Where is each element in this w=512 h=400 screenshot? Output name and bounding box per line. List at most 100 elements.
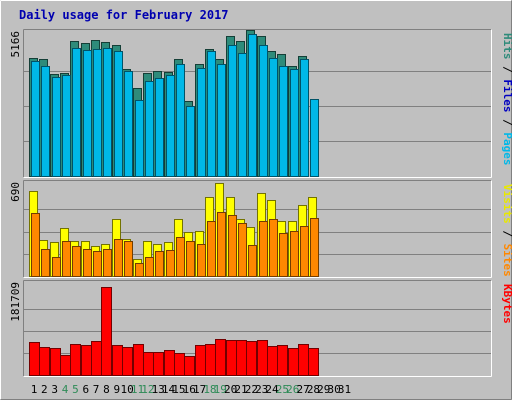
x-tick-label: 17 [193, 383, 206, 396]
series-kbytes [29, 287, 319, 376]
bar-sites-day-22 [248, 245, 257, 277]
bar-sites-day-28 [310, 218, 319, 277]
bar-kbytes-day-11 [133, 344, 144, 376]
x-tick-label: 18 [203, 383, 216, 396]
bar-kbytes-day-19 [215, 339, 226, 376]
bar-sites-day-4 [62, 241, 71, 277]
bar-sites-day-14 [166, 250, 175, 277]
x-tick-label: 5 [72, 383, 79, 396]
bar-kbytes-day-21 [236, 340, 247, 376]
bar-pages-day-8 [103, 48, 112, 177]
series-sites [31, 212, 319, 277]
panel-hits: 5166 Hits / Files / Pages [9, 29, 512, 178]
bar-pages-day-15 [176, 64, 185, 177]
bar-kbytes-day-4 [60, 355, 71, 376]
side-label-part: KBytes [501, 284, 512, 324]
bar-sites-day-25 [279, 233, 288, 277]
bar-sites-day-10 [124, 241, 133, 277]
chart-title: Daily usage for February 2017 [19, 8, 229, 22]
bar-sites-day-15 [176, 237, 185, 277]
bar-pages-day-4 [62, 75, 71, 177]
bar-kbytes-day-7 [91, 341, 102, 376]
bar-pages-day-24 [269, 58, 278, 177]
bar-sites-day-18 [207, 221, 216, 277]
bar-sites-day-17 [197, 244, 206, 277]
bar-pages-day-9 [114, 51, 123, 177]
panel-kbytes-max-label: 181709 [9, 282, 22, 322]
bar-pages-day-19 [217, 64, 226, 177]
x-tick-label: 10 [121, 383, 134, 396]
bar-sites-day-3 [52, 257, 61, 277]
bar-sites-day-11 [135, 263, 144, 277]
bar-pages-day-18 [207, 51, 216, 177]
x-tick-label: 24 [265, 383, 279, 396]
side-label-part: Pages [501, 132, 512, 165]
bar-pages-day-27 [300, 59, 309, 177]
bar-sites-day-21 [238, 223, 247, 277]
bar-sites-day-2 [41, 249, 50, 277]
bar-sites-day-7 [93, 251, 102, 277]
x-tick-label: 22 [245, 383, 258, 396]
bar-pages-day-20 [228, 45, 237, 177]
bar-kbytes-day-6 [81, 345, 92, 376]
x-tick-label: 28 [307, 383, 320, 396]
x-tick-label: 16 [183, 383, 196, 396]
bar-sites-day-6 [83, 249, 92, 277]
bar-kbytes-day-12 [143, 352, 154, 376]
bar-pages-day-6 [83, 50, 92, 177]
bar-kbytes-day-25 [277, 345, 288, 376]
panel-visits-max-label: 690 [9, 182, 22, 202]
bar-kbytes-day-28 [308, 348, 319, 376]
x-tick-label: 12 [141, 383, 154, 396]
bar-kbytes-day-14 [164, 350, 175, 376]
side-label-part: Sites [501, 244, 512, 277]
bar-kbytes-day-2 [39, 347, 50, 376]
bar-kbytes-day-15 [174, 353, 185, 376]
bar-kbytes-day-5 [70, 344, 81, 376]
x-tick-label: 2 [41, 383, 48, 396]
x-tick-label: 8 [103, 383, 110, 396]
side-label-part: Visits [501, 184, 512, 224]
series-pages [31, 34, 319, 177]
panel-hits-side-label: Hits / Files / Pages [501, 33, 512, 166]
bar-pages-day-21 [238, 53, 247, 177]
bar-kbytes-day-17 [195, 345, 206, 376]
bar-kbytes-day-24 [267, 346, 278, 376]
bar-pages-day-7 [93, 49, 102, 177]
bar-pages-day-10 [124, 71, 133, 177]
bar-sites-day-13 [155, 251, 164, 277]
x-tick-label: 9 [113, 383, 120, 396]
bar-sites-day-20 [228, 215, 237, 277]
side-label-part: / [501, 113, 512, 133]
bar-pages-day-28 [310, 99, 319, 177]
x-tick-label: 4 [62, 383, 69, 396]
bar-pages-day-12 [145, 81, 154, 177]
x-tick-label: 7 [93, 383, 100, 396]
x-tick-label: 31 [338, 383, 351, 396]
x-tick-label: 13 [152, 383, 165, 396]
x-tick-label: 19 [214, 383, 227, 396]
bar-pages-day-3 [52, 77, 61, 177]
bar-sites-day-8 [103, 249, 112, 277]
x-tick-label: 29 [317, 383, 330, 396]
bar-kbytes-day-23 [257, 340, 268, 376]
bar-kbytes-day-27 [298, 344, 309, 376]
bar-kbytes-day-9 [112, 345, 123, 376]
panel-visits: 690 Visits / Sites [9, 180, 512, 278]
x-tick-label: 27 [296, 383, 309, 396]
bar-pages-day-2 [41, 66, 50, 177]
bar-sites-day-26 [290, 231, 299, 277]
x-tick-label: 26 [286, 383, 299, 396]
bar-pages-day-26 [290, 69, 299, 177]
bar-pages-day-23 [259, 45, 268, 177]
x-tick-label: 3 [51, 383, 58, 396]
bar-pages-day-11 [135, 100, 144, 177]
bar-sites-day-12 [145, 257, 154, 277]
bar-kbytes-day-13 [153, 352, 164, 376]
bar-pages-day-13 [155, 78, 164, 177]
bar-sites-day-23 [259, 221, 268, 277]
x-tick-label: 30 [328, 383, 341, 396]
x-axis: 1 2 3 4 5 6 7 8 9 1011121314151617181920212223242… [31, 383, 351, 396]
bar-sites-day-9 [114, 239, 123, 277]
